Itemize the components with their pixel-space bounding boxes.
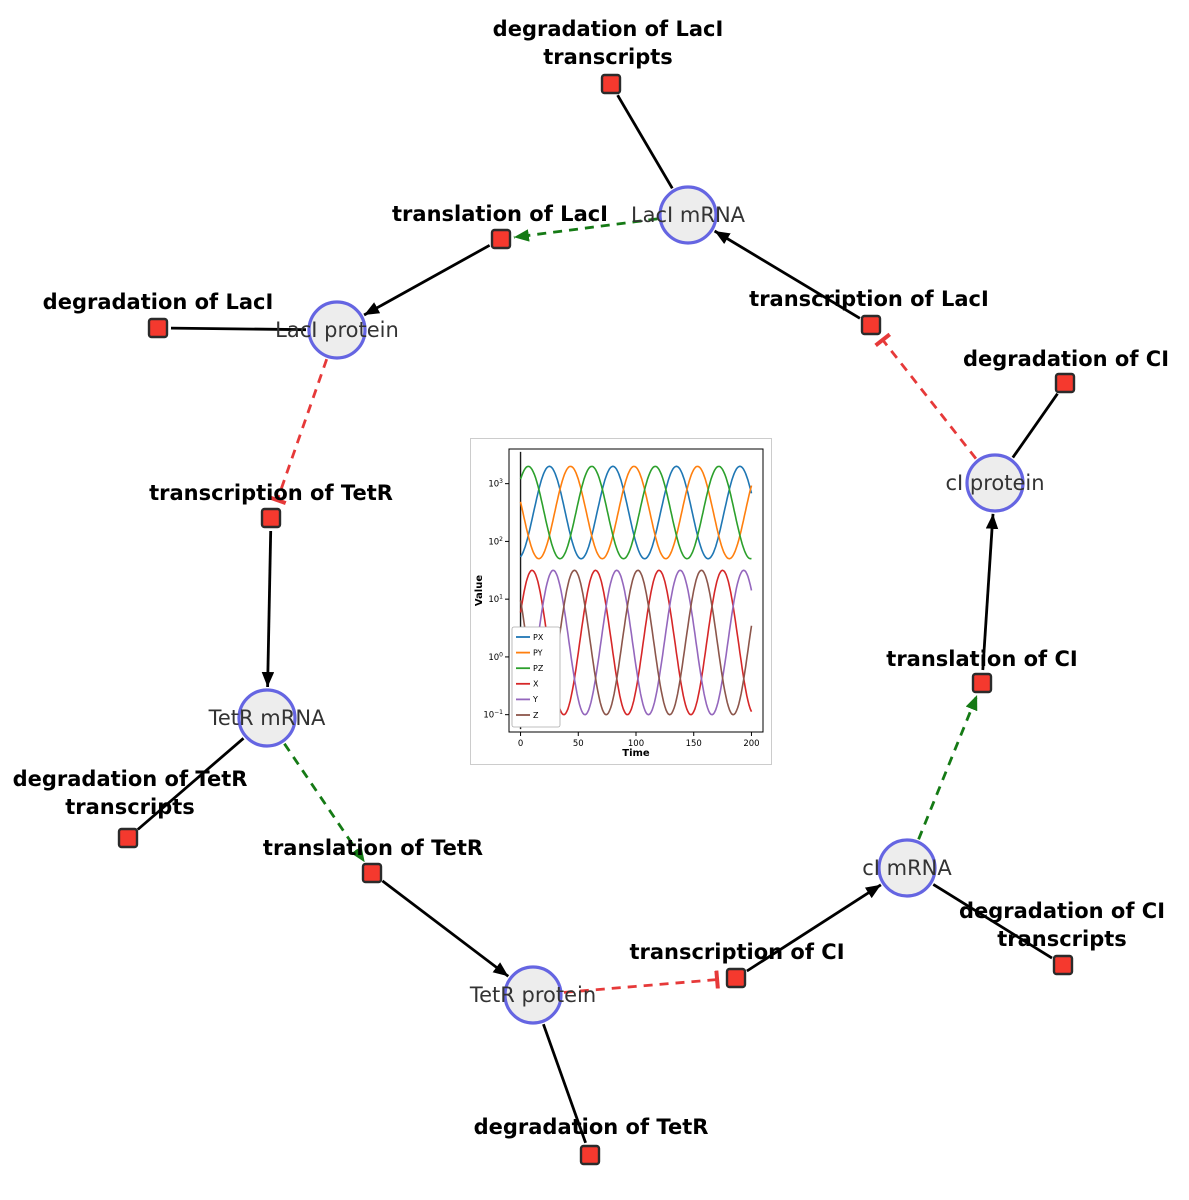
- reaction-node-deg_tetr[interactable]: [579, 1144, 601, 1166]
- legend-label-Z: Z: [533, 711, 539, 720]
- reaction-node-translation_tetr[interactable]: [361, 862, 383, 884]
- legend: PX PY PZ XYZ: [511, 626, 561, 728]
- reaction-node-transcription_tetr[interactable]: [260, 507, 282, 529]
- edge-translation_ci-ci_protein: [981, 513, 999, 671]
- reaction-label-deg_laci: degradation of LacI: [43, 290, 274, 314]
- y-tick-label: 103: [488, 478, 503, 490]
- species-label-tetr_mrna: TetR mRNA: [208, 706, 326, 730]
- edge-tetr_mrna-translation_tetr: [283, 742, 366, 863]
- reaction-label-transcription_tetr: transcription of TetR: [149, 481, 393, 505]
- y-tick-label: 10−1: [483, 709, 503, 721]
- edge-laci_protein-transcription_tetr: [268, 358, 329, 505]
- reaction-label-deg_tetr_tx: transcripts: [65, 795, 195, 819]
- reaction-node-deg_ci_tx[interactable]: [1052, 954, 1074, 976]
- edge-transcription_tetr-tetr_mrna: [261, 530, 275, 688]
- reaction-label-deg_ci_tx: degradation of CI: [959, 899, 1165, 923]
- legend-label-PY: PY: [533, 648, 543, 657]
- series-PZ: [519, 465, 752, 560]
- x-tick-label: 0: [518, 739, 523, 749]
- reaction-label-deg_laci_tx: degradation of LacI: [493, 17, 724, 41]
- edge-ci_protein-transcription_laci: [874, 332, 978, 460]
- reaction-label-deg_laci_tx: transcripts: [543, 45, 673, 69]
- edge-laci_mrna-translation_laci: [513, 217, 658, 242]
- legend-label-X: X: [533, 680, 539, 689]
- reaction-node-transcription_laci[interactable]: [860, 314, 882, 336]
- edge-ci_mrna-translation_ci: [917, 694, 979, 840]
- species-label-ci_protein: cI protein: [945, 471, 1044, 495]
- edge-transcription_laci-laci_mrna: [713, 229, 861, 320]
- simulation-chart: 0 50 100 150 200 10−1 100 101 102 103 PX PY PZ X Y Z Tim…: [470, 438, 772, 765]
- reaction-label-transcription_laci: transcription of LacI: [749, 287, 989, 311]
- species-node-tetr_protein[interactable]: [503, 965, 563, 1025]
- reaction-node-deg_ci[interactable]: [1054, 372, 1076, 394]
- species-node-laci_protein[interactable]: [307, 300, 367, 360]
- labels-layer: degradation of LacI transcripts translatio…: [13, 17, 1169, 1139]
- y-tick-label: 101: [488, 594, 503, 606]
- reaction-label-deg_ci: degradation of CI: [963, 347, 1169, 371]
- y-axis-label: Value: [474, 575, 485, 606]
- edges-layer: [136, 94, 1059, 1144]
- edge-ci_protein-deg_ci: [1011, 392, 1059, 459]
- reaction-label-deg_tetr: degradation of TetR: [474, 1115, 709, 1139]
- reaction-label-translation_tetr: translation of TetR: [263, 836, 483, 860]
- species-label-laci_protein: LacI protein: [275, 318, 399, 342]
- x-tick-label: 50: [573, 739, 584, 749]
- species-node-ci_mrna[interactable]: [877, 838, 937, 898]
- simulation-chart-canvas: 0 50 100 150 200 10−1 100 101 102 103 PX PY PZ XYZ Tim…: [474, 448, 764, 759]
- edge-ci_mrna-deg_ci_tx: [932, 883, 1053, 960]
- species-node-laci_mrna[interactable]: [658, 185, 718, 245]
- legend-label-PZ: PZ: [533, 664, 544, 673]
- series-PY: [519, 465, 753, 560]
- species-label-laci_mrna: LacI mRNA: [631, 203, 746, 227]
- reaction-node-transcription_ci[interactable]: [725, 967, 747, 989]
- reaction-label-deg_tetr_tx: degradation of TetR: [13, 767, 248, 791]
- reaction-node-deg_tetr_tx[interactable]: [117, 827, 139, 849]
- species-label-ci_mrna: cI mRNA: [862, 856, 952, 880]
- reaction-node-translation_ci[interactable]: [971, 672, 993, 694]
- reaction-label-translation_laci: translation of LacI: [392, 202, 608, 226]
- y-tick-label: 102: [488, 536, 503, 548]
- edge-translation_tetr-tetr_protein: [381, 879, 510, 978]
- edge-translation_laci-laci_protein: [363, 244, 491, 317]
- x-tick-label: 100: [628, 739, 644, 749]
- species-label-tetr_protein: TetR protein: [469, 983, 596, 1007]
- reaction-label-transcription_ci: transcription of CI: [629, 940, 844, 964]
- legend-label-PX: PX: [533, 633, 544, 642]
- x-tick-label: 150: [686, 739, 702, 749]
- series-Y: [520, 569, 753, 716]
- edge-tetr_mrna-deg_tetr_tx: [136, 737, 245, 831]
- y-tick-label: 100: [488, 651, 503, 663]
- edge-tetr_protein-transcription_ci: [563, 970, 720, 994]
- nodes-layer: [117, 73, 1076, 1166]
- edge-laci_protein-deg_laci: [170, 326, 307, 332]
- series-PX: [519, 465, 753, 560]
- edge-laci_mrna-deg_laci_tx: [616, 94, 674, 190]
- edge-transcription_ci-ci_mrna: [746, 883, 882, 973]
- reaction-node-deg_laci[interactable]: [147, 317, 169, 339]
- reaction-node-translation_laci[interactable]: [490, 228, 512, 250]
- reaction-label-deg_ci_tx: transcripts: [997, 927, 1127, 951]
- legend-label-Y: Y: [532, 695, 538, 704]
- x-tick-label: 200: [743, 739, 759, 749]
- reaction-node-deg_laci_tx[interactable]: [600, 73, 622, 95]
- species-node-tetr_mrna[interactable]: [237, 688, 297, 748]
- edge-tetr_protein-deg_tetr: [542, 1023, 587, 1144]
- x-axis-label: Time: [622, 748, 650, 759]
- species-node-ci_protein[interactable]: [965, 453, 1025, 513]
- reaction-label-translation_ci: translation of CI: [886, 647, 1077, 671]
